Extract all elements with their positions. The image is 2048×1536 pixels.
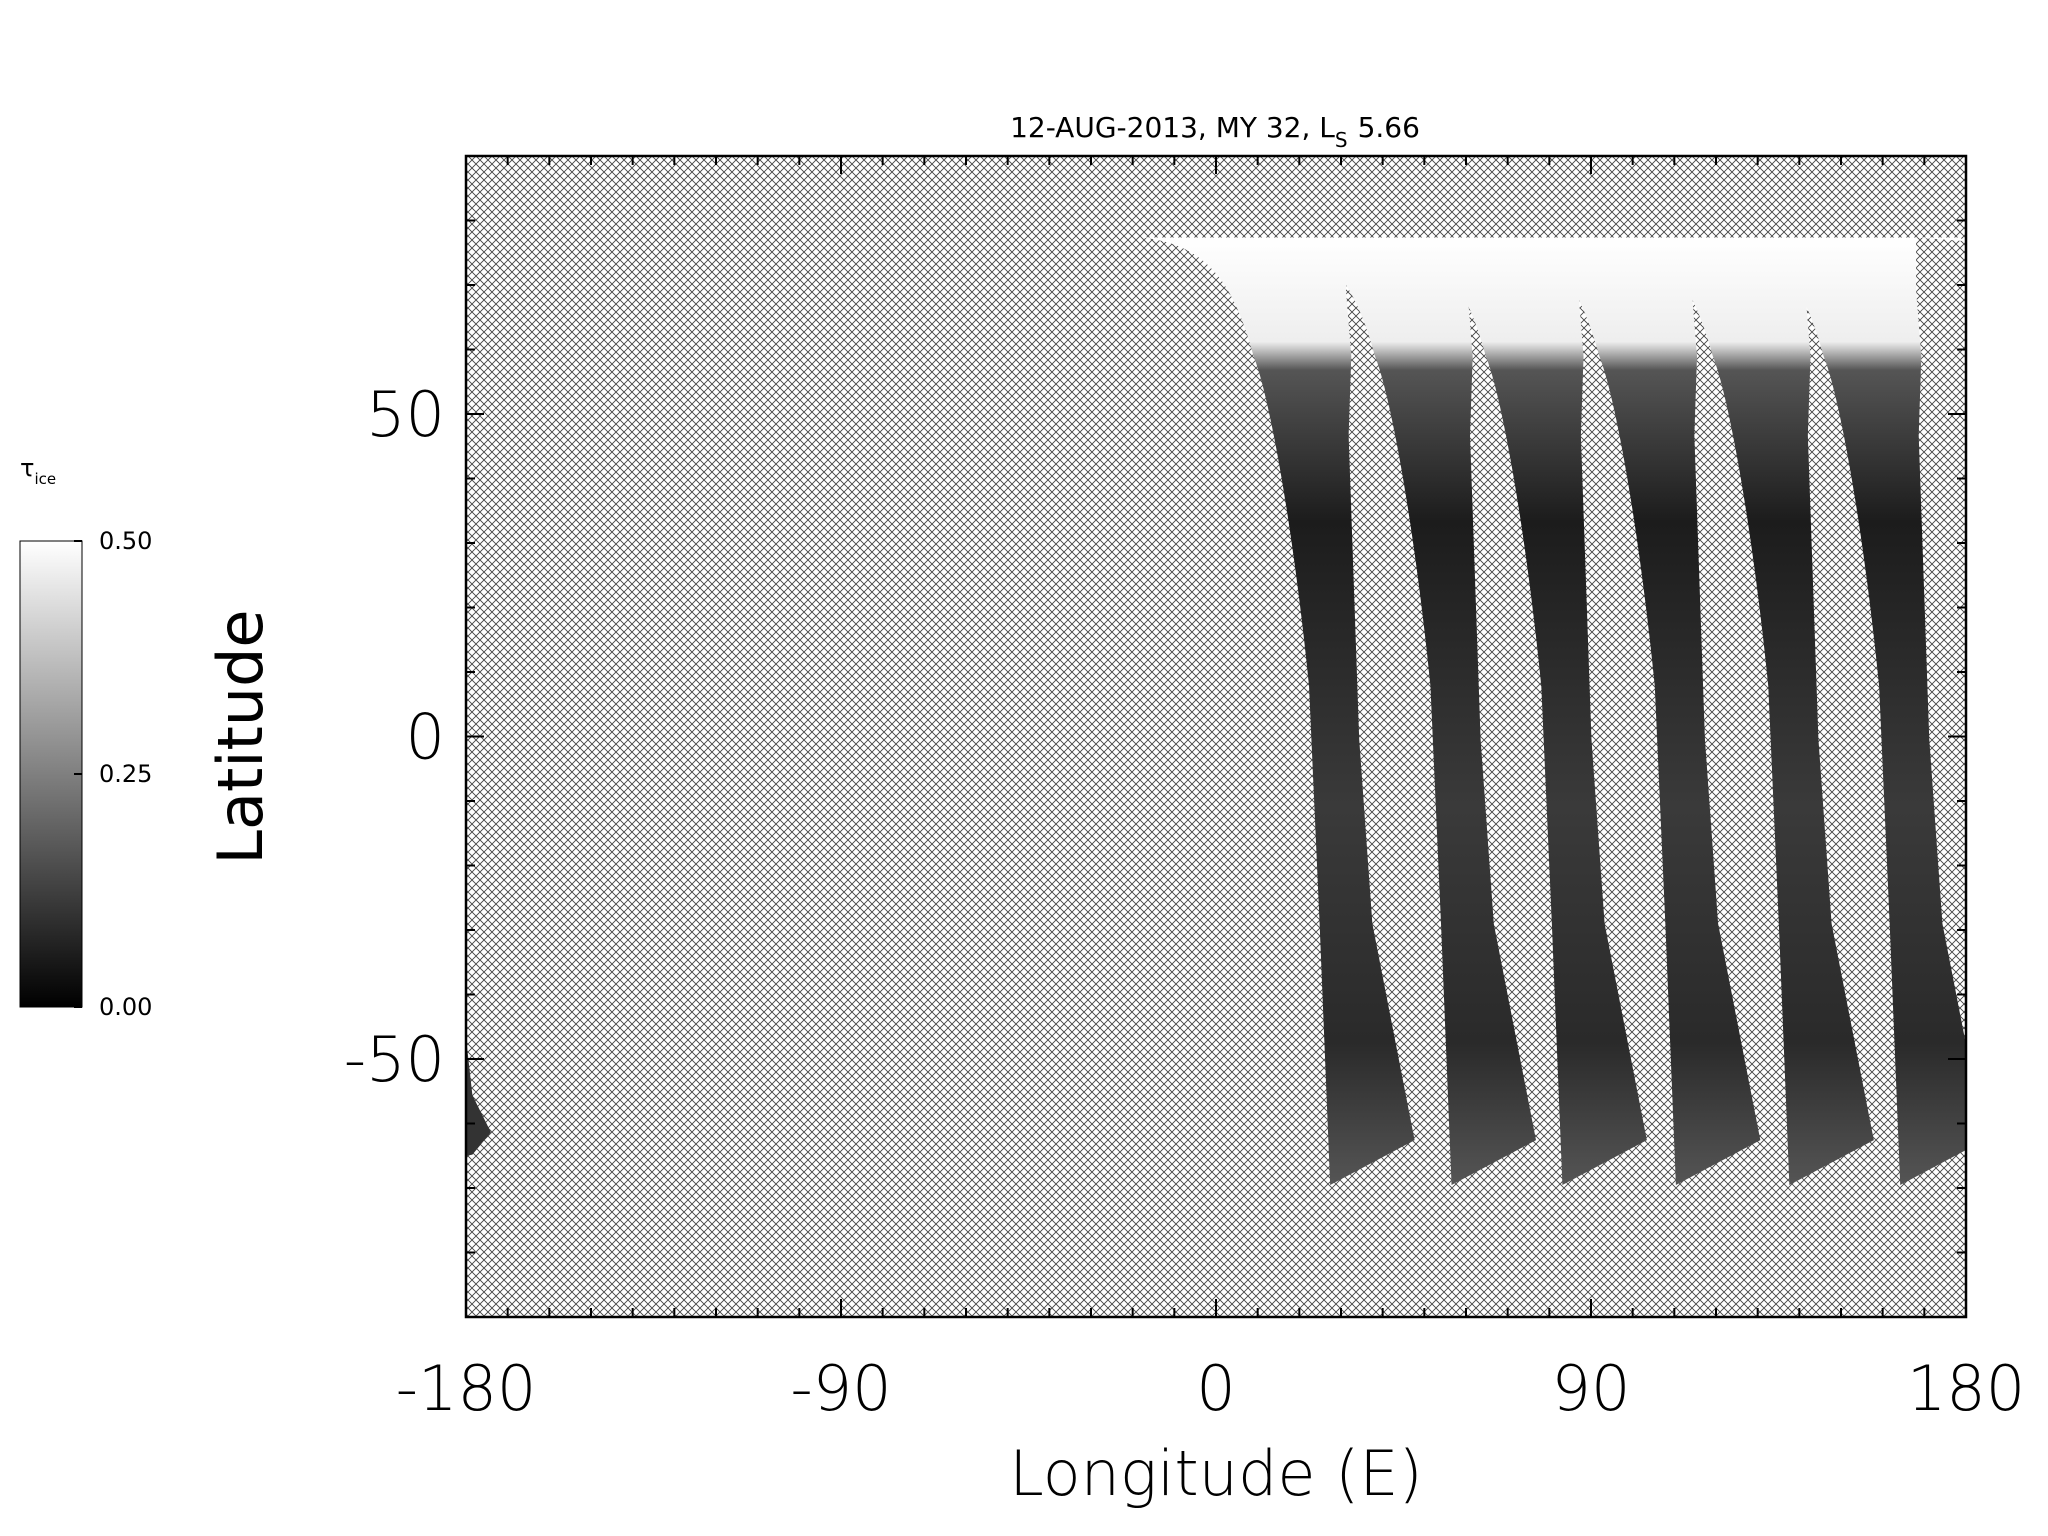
swath [1711, 237, 1966, 1186]
colorbar-symbol: τ [20, 454, 34, 482]
colorbar-tick-label: 0.25 [99, 760, 152, 788]
swath [1487, 237, 1761, 1186]
y-tick-label: 0 [406, 701, 445, 774]
swath [1373, 237, 1647, 1186]
title-main: 12-AUG-2013, MY 32, L [1010, 111, 1335, 144]
colorbar-label: τice [20, 454, 56, 488]
colorbar [19, 540, 83, 1008]
x-tick-label: 90 [1552, 1352, 1631, 1425]
colorbar-tick-label: 0.00 [99, 993, 152, 1021]
colorbar-subscript: ice [34, 470, 56, 488]
swath [1262, 237, 1537, 1186]
x-tick-label: -180 [396, 1352, 537, 1425]
swath [1141, 237, 1415, 1186]
title-subscript: S [1335, 128, 1348, 152]
x-tick-label: 0 [1196, 1352, 1235, 1425]
swaths [466, 237, 1966, 1186]
y-axis-label: Latitude [204, 609, 277, 864]
title-suffix: 5.66 [1358, 111, 1420, 144]
x-axis-label: Longitude (E) [1009, 1437, 1422, 1510]
swath-edge [466, 1037, 491, 1156]
y-tick-label: -50 [344, 1023, 445, 1096]
swath [1600, 237, 1874, 1186]
ticks [465, 156, 1967, 1317]
x-tick-label: -90 [790, 1352, 891, 1425]
chart-title: 12-AUG-2013, MY 32, LS 5.66 [1010, 111, 1420, 152]
x-tick-label: 180 [1907, 1352, 2025, 1425]
colorbar-tick-label: 0.50 [99, 527, 152, 555]
y-tick-label: 50 [366, 378, 445, 451]
